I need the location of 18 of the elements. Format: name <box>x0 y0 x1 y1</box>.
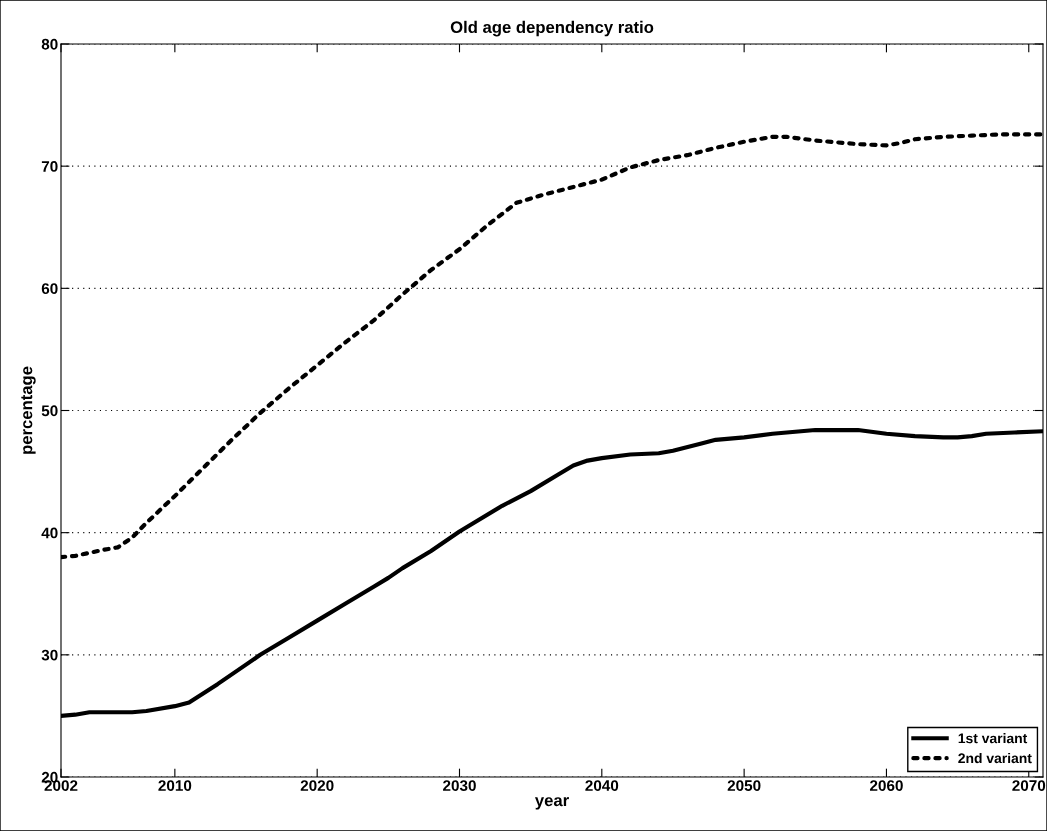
x-tick-label: 2030 <box>443 780 476 792</box>
y-tick-label: 70 <box>41 161 58 172</box>
x-tick-label: 2070 <box>1012 780 1046 791</box>
x-axis-title: year <box>534 797 569 810</box>
legend-label: 2nd variant <box>958 752 1032 764</box>
x-tick-label: 2060 <box>869 780 903 791</box>
x-tick-label: 2020 <box>300 780 334 791</box>
y-axis-title: percentage <box>21 366 36 454</box>
y-tick-label: 60 <box>41 283 58 295</box>
chart-title: Old age dependency ratio <box>450 20 654 37</box>
y-tick-label: 80 <box>41 38 58 50</box>
y-tick-label: 40 <box>41 527 58 539</box>
x-tick-label: 2050 <box>727 780 761 791</box>
legend-label: 1st variant <box>958 733 1028 744</box>
y-tick-label: 50 <box>41 405 58 417</box>
x-tick-label: 2040 <box>585 780 619 791</box>
x-tick-label: 2010 <box>158 780 192 791</box>
y-tick-label: 30 <box>41 649 58 661</box>
